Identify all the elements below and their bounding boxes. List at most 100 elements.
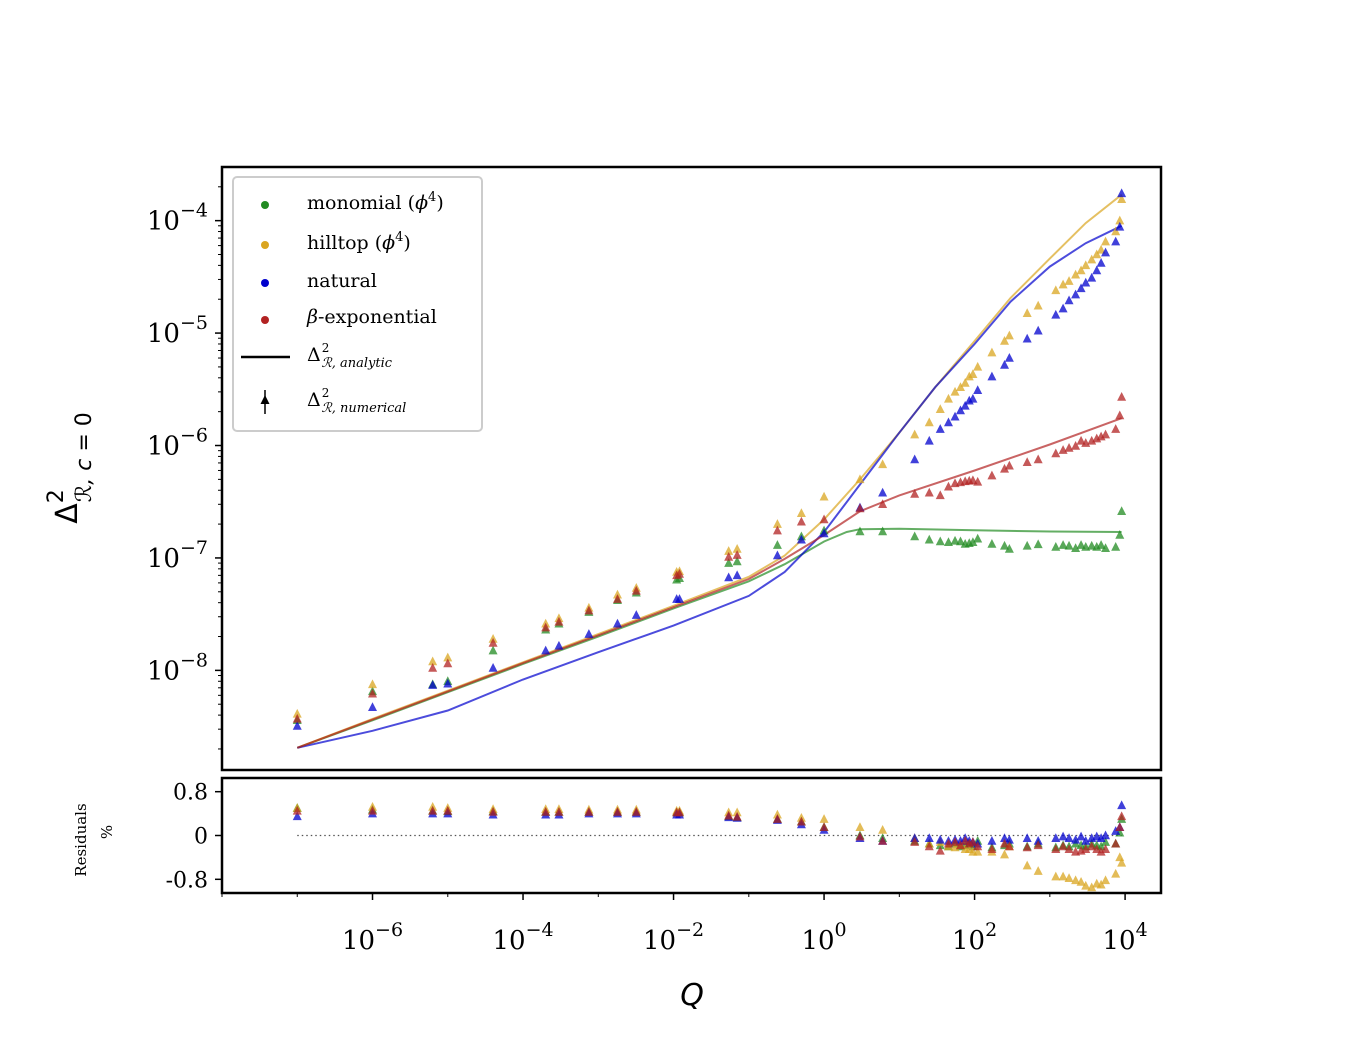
residual-point-natural — [1117, 800, 1127, 810]
numerical-point-exponential — [1022, 457, 1032, 466]
residual-point-natural — [987, 835, 997, 845]
numerical-point-exponential — [584, 605, 594, 615]
residual-point-exponential — [950, 837, 960, 846]
numerical-point-natural — [1058, 303, 1068, 313]
numerical-point-monomial — [910, 531, 920, 541]
numerical-point-natural — [1115, 221, 1125, 231]
numerical-point-natural — [1092, 265, 1102, 275]
residual-point-exponential — [1115, 822, 1125, 832]
numerical-point-hilltop — [732, 544, 742, 553]
residual-point-exponential — [973, 841, 983, 851]
residual-point-natural — [1096, 833, 1106, 842]
numerical-point-hilltop — [943, 393, 953, 403]
numerical-point-monomial — [1051, 542, 1061, 551]
numerical-point-natural — [1071, 289, 1081, 299]
residual-point-exponential — [910, 837, 920, 846]
numerical-point-hilltop — [968, 369, 978, 379]
numerical-point-exponential — [541, 622, 551, 632]
residual-point-hilltop — [855, 822, 865, 832]
numerical-point-hilltop — [1101, 236, 1111, 246]
residual-point-exponential — [1096, 846, 1106, 856]
residual-point-natural — [924, 833, 934, 842]
numerical-point-natural — [819, 528, 829, 538]
residual-point-hilltop — [1117, 857, 1127, 867]
numerical-point-hilltop — [1087, 254, 1097, 264]
residual-point-natural — [1022, 833, 1032, 842]
numerical-point-monomial — [488, 645, 498, 655]
numerical-point-exponential — [772, 525, 782, 535]
residual-point-exponential — [987, 844, 997, 853]
numerical-point-exponential — [796, 516, 806, 526]
numerical-point-exponential — [554, 616, 564, 626]
x-axis-title: Q — [680, 978, 704, 1013]
residual-point-exponential — [675, 807, 685, 817]
numerical-point-natural — [631, 610, 641, 619]
numerical-point-hilltop — [1081, 260, 1091, 270]
residual-point-monomial — [1096, 841, 1106, 851]
numerical-point-hilltop — [973, 361, 983, 371]
residual-point-exponential — [631, 806, 641, 816]
numerical-point-monomial — [1087, 540, 1097, 550]
residual-point-hilltop — [732, 807, 742, 817]
main-plot-frame — [220, 165, 1163, 772]
numerical-point-natural — [910, 454, 920, 464]
numerical-point-monomial — [1022, 540, 1032, 550]
numerical-point-exponential — [724, 551, 734, 561]
numerical-point-natural — [1051, 309, 1061, 319]
residual-y-tick-label: 0 — [194, 825, 208, 850]
numerical-point-natural — [968, 393, 978, 403]
legend-label-numerical: Δ2 ℛ, numerical — [307, 386, 406, 416]
residual-point-exponential — [1000, 838, 1010, 848]
residual-point-natural — [1033, 835, 1043, 845]
y-tick-label: 10−4 — [147, 200, 208, 237]
x-tick-label: 100 — [801, 919, 846, 956]
residual-point-exponential — [772, 814, 782, 823]
residual-point-exponential — [924, 841, 934, 851]
numerical-point-monomial — [724, 558, 734, 567]
numerical-point-monomial — [1000, 540, 1010, 550]
numerical-point-exponential — [631, 585, 641, 595]
residual-point-natural — [935, 834, 945, 844]
residual-point-natural — [1071, 834, 1081, 844]
legend-marker-monomial — [261, 201, 269, 209]
legend-label-analytic: Δ2 ℛ, analytic — [307, 341, 393, 371]
residual-point-hilltop — [1081, 880, 1091, 890]
numerical-point-exponential — [1117, 392, 1127, 401]
residual-plot-series — [292, 800, 1127, 892]
y-axis-title: Δ2 ℛ, c = 0 — [44, 412, 97, 524]
legend-label-beta-exponential: β-exponential — [306, 306, 437, 328]
numerical-point-exponential — [819, 514, 829, 524]
x-tick-label: 10−4 — [492, 919, 553, 956]
residual-point-exponential — [443, 805, 453, 815]
numerical-point-monomial — [973, 533, 983, 543]
y-tick-label: 10−7 — [147, 537, 208, 574]
numerical-point-hilltop — [950, 386, 960, 396]
residual-point-exponential — [1004, 841, 1014, 851]
residual-point-exponential — [1033, 840, 1043, 850]
numerical-point-exponential — [973, 476, 983, 486]
residual-point-exponential — [943, 838, 953, 848]
residual-point-hilltop — [1051, 871, 1061, 881]
numerical-point-exponential — [878, 499, 888, 509]
residual-point-hilltop — [1076, 877, 1086, 886]
numerical-point-exponential — [987, 470, 997, 480]
numerical-point-natural — [1004, 353, 1014, 362]
residual-point-hilltop — [878, 825, 888, 834]
residual-point-natural — [1000, 833, 1010, 842]
numerical-point-monomial — [1071, 543, 1081, 552]
numerical-point-monomial — [1064, 540, 1074, 550]
residual-point-hilltop — [1115, 852, 1125, 862]
y-tick-label: 10−5 — [147, 312, 208, 349]
numerical-point-hilltop — [878, 459, 888, 469]
residual-point-exponential — [612, 806, 622, 816]
numerical-point-monomial — [1058, 540, 1068, 549]
legend-marker-hilltop — [261, 241, 269, 249]
numerical-point-hilltop — [935, 404, 945, 414]
numerical-point-exponential — [1071, 441, 1081, 450]
residual-point-hilltop — [819, 814, 829, 823]
residual-point-exponential — [732, 811, 742, 821]
numerical-point-exponential — [428, 662, 438, 672]
numerical-point-hilltop — [955, 382, 965, 391]
residual-point-exponential — [292, 805, 302, 815]
